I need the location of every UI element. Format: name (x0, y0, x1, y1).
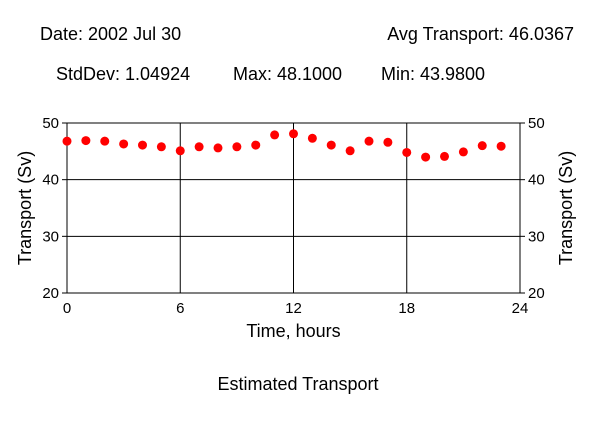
max-label: Max: 48.1000 (233, 64, 343, 84)
x-tick-label: 18 (398, 300, 415, 317)
stddev-label: StdDev: 1.04924 (56, 64, 191, 84)
avg-transport-label: Avg Transport: 46.0367 (387, 24, 574, 44)
data-point (156, 142, 166, 152)
data-point (421, 152, 431, 162)
plot-frame (66, 122, 521, 294)
data-point (251, 140, 261, 150)
y-tick-label-right: 40 (528, 172, 545, 189)
data-point (81, 136, 91, 146)
y-tick-label-left: 50 (42, 115, 59, 132)
data-point (383, 137, 393, 147)
y-axis-title-right: Transport (Sv) (556, 151, 576, 265)
x-tick-label: 0 (63, 300, 71, 317)
data-point (194, 142, 204, 152)
x-tick-label: 24 (512, 300, 529, 317)
data-point (62, 136, 72, 146)
data-point (440, 151, 449, 161)
data-point (402, 147, 412, 157)
y-tick-label-right: 20 (528, 285, 545, 302)
data-point (326, 140, 336, 150)
min-label: Min: 43.9800 (381, 64, 486, 84)
y-tick-label-left: 20 (42, 285, 59, 302)
data-point (270, 130, 280, 140)
date-label: Date: 2002 Jul 30 (40, 24, 182, 44)
grid (67, 123, 520, 293)
data-point (138, 140, 147, 150)
data-point (496, 141, 506, 151)
data-point (175, 146, 185, 156)
data-point (289, 129, 298, 139)
x-axis-title: Time, hours (246, 321, 340, 341)
y-tick-label-right: 30 (528, 228, 545, 245)
data-point (364, 136, 374, 146)
x-tick-label: 12 (285, 300, 302, 317)
data-point (213, 143, 223, 153)
data-point (232, 142, 242, 152)
y-axis-title-left: Transport (Sv) (15, 151, 35, 265)
data-point (477, 141, 487, 151)
y-tick-label-left: 30 (42, 228, 59, 245)
data-point (345, 146, 355, 156)
y-tick-label-right: 50 (528, 115, 545, 132)
data-point (100, 136, 110, 146)
data-points (62, 129, 506, 162)
x-tick-label: 6 (176, 300, 184, 317)
y-tick-label-left: 40 (42, 172, 59, 189)
data-point (458, 147, 468, 157)
data-point (119, 139, 129, 149)
data-point (307, 133, 317, 143)
chart-caption: Estimated Transport (217, 374, 379, 394)
